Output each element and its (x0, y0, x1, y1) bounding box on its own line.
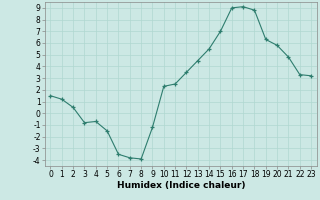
X-axis label: Humidex (Indice chaleur): Humidex (Indice chaleur) (116, 181, 245, 190)
